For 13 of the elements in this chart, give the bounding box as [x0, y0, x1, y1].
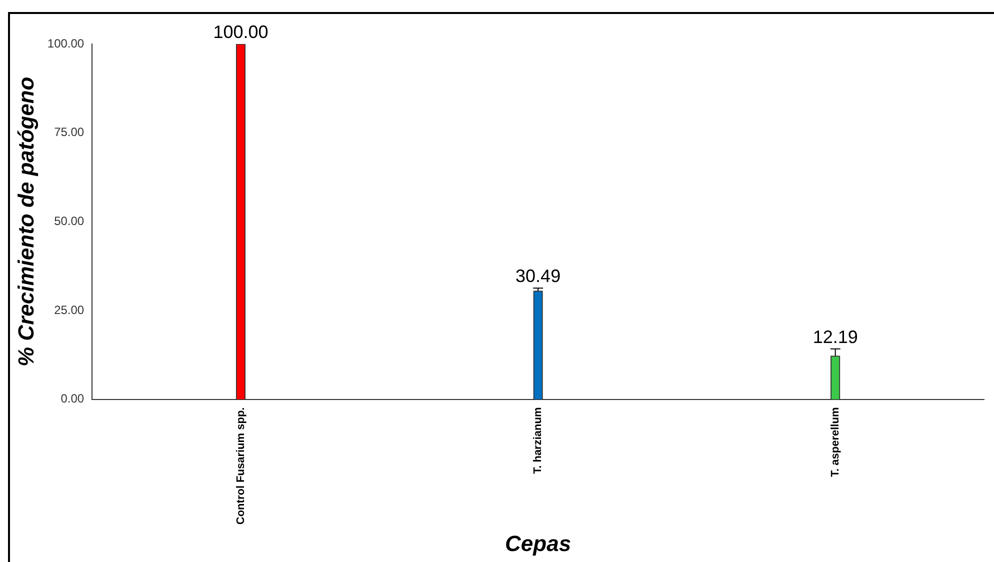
data-label: 30.49: [516, 266, 561, 286]
x-tick-label: Control Fusarium spp.: [234, 407, 247, 525]
y-axis-title: % Crecimiento de patógeno: [13, 76, 38, 366]
y-tick-label: 75.00: [54, 125, 84, 140]
x-tick-label: T. asperellum: [829, 407, 842, 477]
data-label: 100.00: [213, 22, 268, 42]
y-tick-label: 100.00: [47, 36, 84, 50]
y-tick-label: 0.00: [60, 392, 84, 406]
data-label: 12.19: [812, 326, 858, 347]
x-tick-label: T. harzianum: [532, 407, 544, 474]
x-axis-title: Cepas: [505, 530, 572, 556]
y-tick-label: 50.00: [54, 214, 84, 228]
y-tick-label: 25.00: [54, 302, 84, 317]
